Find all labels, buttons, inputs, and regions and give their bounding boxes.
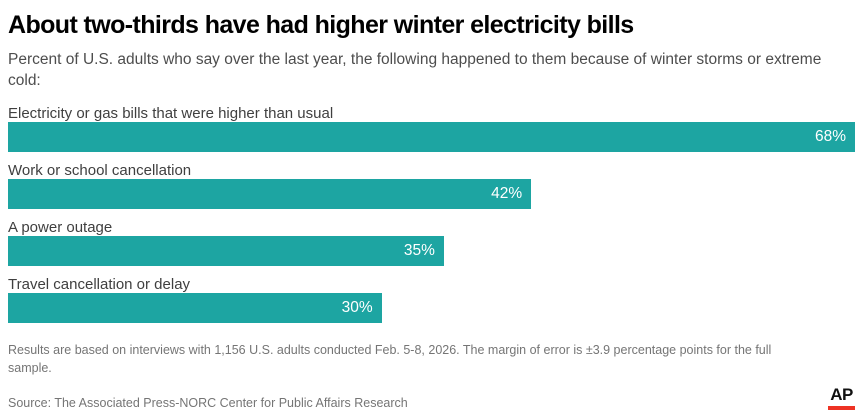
ap-logo-text: AP bbox=[830, 385, 853, 404]
bar: 42% bbox=[8, 179, 532, 209]
bar: 30% bbox=[8, 293, 382, 323]
bar-row: Work or school cancellation 42% bbox=[8, 162, 855, 209]
bar-category-label: Travel cancellation or delay bbox=[8, 276, 191, 293]
bar-row: A power outage 35% bbox=[8, 219, 855, 266]
ap-logo: AP bbox=[828, 386, 855, 410]
chart-subtitle: Percent of U.S. adults who say over the … bbox=[8, 51, 822, 89]
chart-title: About two-thirds have had higher winter … bbox=[8, 11, 634, 39]
bar: 68% bbox=[8, 122, 855, 152]
bar-value-label: 68% bbox=[814, 128, 846, 145]
source-credit: Source: The Associated Press-NORC Center… bbox=[8, 396, 408, 410]
ap-logo-underline bbox=[828, 406, 855, 410]
bar-value-label: 35% bbox=[403, 242, 435, 259]
footer-row: Source: The Associated Press-NORC Center… bbox=[8, 386, 855, 411]
bar-category-label: Electricity or gas bills that were highe… bbox=[8, 105, 334, 122]
bar-category-label: Work or school cancellation bbox=[8, 162, 192, 179]
bar-value-label: 42% bbox=[491, 185, 523, 202]
bar-category-label: A power outage bbox=[8, 219, 113, 236]
bar-value-label: 30% bbox=[341, 299, 373, 316]
bar-chart: Electricity or gas bills that were highe… bbox=[8, 105, 855, 323]
bar-row: Electricity or gas bills that were highe… bbox=[8, 105, 855, 152]
bar-row: Travel cancellation or delay 30% bbox=[8, 276, 855, 323]
methodology-note: Results are based on interviews with 1,1… bbox=[8, 343, 772, 375]
bar: 35% bbox=[8, 236, 444, 266]
